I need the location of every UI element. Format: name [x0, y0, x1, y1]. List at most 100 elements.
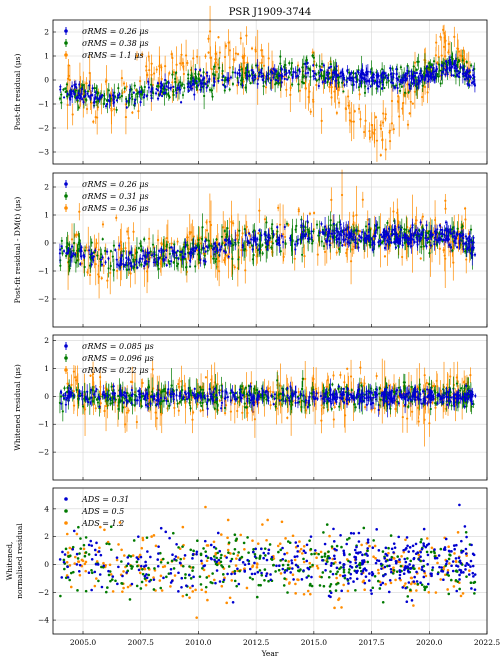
data-point	[179, 253, 182, 257]
data-point	[227, 77, 230, 80]
data-point	[393, 85, 396, 89]
data-point	[241, 232, 244, 235]
data-point	[451, 249, 454, 252]
data-point	[288, 61, 291, 65]
data-point	[288, 69, 291, 72]
data-point	[464, 242, 467, 245]
data-point	[221, 78, 224, 82]
data-point	[453, 230, 456, 233]
data-point	[127, 101, 130, 104]
data-point	[206, 80, 209, 84]
data-point	[215, 247, 219, 251]
data-point	[70, 238, 74, 241]
data-point	[426, 91, 429, 94]
data-point	[320, 62, 324, 65]
data-point	[333, 90, 336, 93]
data-point	[415, 68, 418, 71]
data-point	[417, 60, 420, 63]
data-point	[256, 64, 259, 67]
data-point	[194, 265, 197, 268]
data-point	[466, 237, 469, 240]
data-point	[62, 249, 66, 253]
data-point	[199, 68, 202, 72]
data-point	[462, 247, 465, 251]
data-point	[289, 86, 292, 90]
data-point	[335, 65, 338, 68]
data-point	[379, 154, 382, 157]
data-point	[337, 82, 340, 85]
data-point	[81, 88, 84, 91]
data-point	[136, 266, 139, 269]
data-point	[357, 107, 361, 110]
data-point	[448, 69, 451, 72]
data-point	[216, 265, 219, 268]
data-point	[264, 86, 268, 89]
data-point	[261, 243, 264, 247]
data-point	[85, 107, 89, 111]
data-point	[154, 92, 158, 95]
data-point	[165, 88, 168, 91]
data-point	[346, 68, 349, 72]
data-point	[383, 86, 386, 90]
data-point	[205, 86, 208, 89]
data-point	[473, 84, 477, 87]
data-point	[432, 60, 436, 63]
legend-entry: σRMS = 0.38 μs	[82, 39, 149, 48]
data-point	[340, 193, 344, 197]
data-point	[212, 84, 215, 87]
data-point	[93, 101, 96, 104]
data-point	[388, 236, 391, 239]
data-point	[348, 119, 352, 122]
data-point	[348, 76, 351, 79]
data-point	[339, 223, 342, 226]
data-point	[351, 238, 355, 241]
data-point	[151, 243, 155, 246]
data-point	[398, 115, 401, 118]
data-point	[84, 98, 87, 101]
data-point	[164, 65, 167, 68]
data-point	[328, 243, 331, 247]
data-point	[402, 93, 406, 96]
data-point	[289, 93, 292, 96]
data-point	[250, 69, 253, 72]
data-point	[404, 79, 408, 82]
data-point	[452, 74, 455, 77]
data-point	[399, 228, 402, 231]
data-point	[241, 243, 244, 247]
data-point	[207, 37, 210, 40]
data-point	[410, 245, 413, 248]
data-point	[217, 79, 220, 83]
data-point	[421, 84, 424, 87]
data-point	[224, 238, 227, 242]
data-point	[138, 80, 142, 83]
data-point	[122, 250, 125, 253]
data-point	[465, 71, 469, 74]
data-point	[357, 71, 360, 74]
data-point	[453, 66, 456, 70]
data-point	[436, 73, 439, 76]
data-point	[125, 85, 128, 88]
data-point	[228, 66, 231, 69]
data-point	[90, 101, 93, 104]
data-point	[373, 243, 376, 246]
data-point	[464, 207, 467, 210]
data-point	[260, 49, 263, 52]
data-point	[293, 257, 296, 260]
data-point	[196, 55, 199, 58]
data-point	[258, 247, 261, 251]
data-point	[289, 239, 292, 242]
data-point	[99, 258, 103, 262]
data-point	[380, 87, 384, 90]
data-point	[222, 75, 225, 78]
data-point	[135, 92, 138, 96]
data-point	[454, 64, 457, 68]
data-point	[255, 255, 258, 258]
data-point	[400, 85, 403, 88]
data-point	[125, 268, 129, 272]
data-point	[324, 239, 327, 242]
data-point	[169, 87, 172, 90]
data-point	[472, 69, 475, 72]
data-point	[188, 231, 191, 234]
data-point	[165, 85, 168, 88]
data-point	[446, 239, 450, 242]
